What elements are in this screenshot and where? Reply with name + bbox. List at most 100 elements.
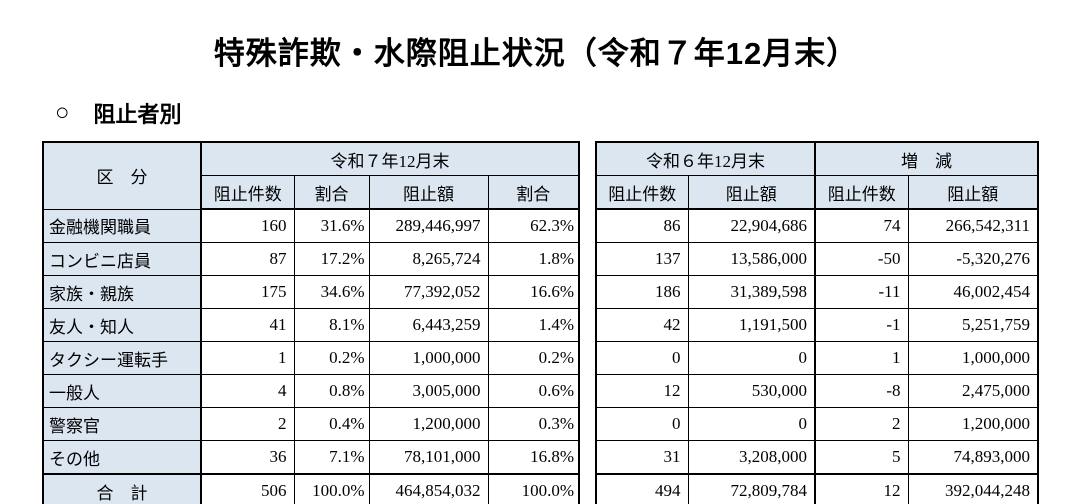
cell-prev-amount: 0 — [687, 407, 816, 441]
cell-case-pct: 0.2% — [293, 341, 370, 375]
total-label: 合 計 — [42, 473, 202, 504]
group-header-reiwa7: 令和７年12月末 — [200, 141, 580, 176]
cell-diff-amount: 74,893,000 — [907, 440, 1039, 475]
group-header-diff: 増 減 — [814, 141, 1039, 176]
total-row: 合 計 506 100.0% 464,854,032 100.0% — [42, 473, 580, 504]
cell-diff-cases: 74 — [814, 208, 909, 243]
cell-diff-amount: 5,251,759 — [907, 308, 1039, 342]
cell-amount-pct: 16.8% — [487, 440, 580, 475]
column-header-row: 阻止件数 阻止額 阻止件数 阻止額 — [595, 175, 1039, 210]
table-row: 家族・親族 175 34.6% 77,392,052 16.6% — [42, 275, 580, 309]
cell-amount-pct: 0.6% — [487, 374, 580, 408]
cell-diff-cases: -11 — [814, 275, 909, 309]
table-row: 12 530,000 -8 2,475,000 — [595, 374, 1039, 408]
cell-prev-cases-total: 494 — [595, 473, 689, 504]
table-row: 31 3,208,000 5 74,893,000 — [595, 440, 1039, 475]
cell-prev-cases: 12 — [595, 374, 689, 408]
cell-amount-pct: 1.8% — [487, 242, 580, 276]
col-header-amount-pct: 割合 — [487, 175, 580, 210]
cell-amount-pct: 16.6% — [487, 275, 580, 309]
cell-prev-cases: 31 — [595, 440, 689, 475]
page-title: 特殊詐欺・水際阻止状況（令和７年12月末） — [213, 36, 859, 71]
table-row: タクシー運転手 1 0.2% 1,000,000 0.2% — [42, 341, 580, 375]
cell-case-pct: 34.6% — [293, 275, 370, 309]
table-row: 警察官 2 0.4% 1,200,000 0.3% — [42, 407, 580, 441]
table-row: 0 0 2 1,200,000 — [595, 407, 1039, 441]
cell-prev-cases: 86 — [595, 208, 689, 243]
cell-diff-cases: 1 — [814, 341, 909, 375]
cell-diff-cases: -1 — [814, 308, 909, 342]
cell-prev-amount: 13,586,000 — [687, 242, 816, 276]
cell-prev-amount-total: 72,809,784 — [687, 473, 816, 504]
cell-case-pct: 8.1% — [293, 308, 370, 342]
section-label: 阻止者別 — [93, 102, 182, 127]
cell-diff-cases: -8 — [814, 374, 909, 408]
cell-amount-pct-total: 100.0% — [487, 473, 580, 504]
cell-amount-pct: 0.3% — [487, 407, 580, 441]
table-row: その他 36 7.1% 78,101,000 16.8% — [42, 440, 580, 475]
cell-amount: 3,005,000 — [368, 374, 489, 408]
cell-cases: 160 — [200, 208, 295, 243]
circle-bullet-icon: ○ — [55, 99, 70, 126]
col-header-diff-cases: 阻止件数 — [814, 175, 909, 210]
cell-prev-cases: 42 — [595, 308, 689, 342]
row-label: タクシー運転手 — [42, 341, 202, 375]
cell-cases: 41 — [200, 308, 295, 342]
cell-diff-amount: 46,002,454 — [907, 275, 1039, 309]
comparison-table: 令和６年12月末 増 減 阻止件数 阻止額 阻止件数 阻止額 86 22,904… — [595, 141, 1039, 504]
cell-prev-amount: 22,904,686 — [687, 208, 816, 243]
cell-diff-amount: 1,200,000 — [907, 407, 1039, 441]
group-header-row: 令和６年12月末 増 減 — [595, 141, 1039, 176]
cell-prev-cases: 137 — [595, 242, 689, 276]
cell-diff-amount: -5,320,276 — [907, 242, 1039, 276]
cell-case-pct-total: 100.0% — [293, 473, 370, 504]
row-label: 友人・知人 — [42, 308, 202, 342]
table-row: 0 0 1 1,000,000 — [595, 341, 1039, 375]
cell-case-pct: 0.8% — [293, 374, 370, 408]
cell-cases: 36 — [200, 440, 295, 475]
cell-prev-cases: 0 — [595, 341, 689, 375]
cell-case-pct: 31.6% — [293, 208, 370, 243]
col-header-case-pct: 割合 — [293, 175, 370, 210]
cell-amount: 1,200,000 — [368, 407, 489, 441]
corner-header: 区 分 — [42, 141, 202, 210]
cell-case-pct: 17.2% — [293, 242, 370, 276]
document-page: 特殊詐欺・水際阻止状況（令和７年12月末） ○ 阻止者別 区 分 令和７年12月… — [0, 28, 1072, 504]
cell-prev-cases: 186 — [595, 275, 689, 309]
cell-diff-cases-total: 12 — [814, 473, 909, 504]
column-header-row: 阻止件数 割合 阻止額 割合 — [43, 175, 580, 210]
group-header-row: 区 分 令和７年12月末 — [42, 141, 580, 210]
table-row: 金融機関職員 160 31.6% 289,446,997 62.3% — [42, 208, 580, 243]
cell-diff-cases: -50 — [814, 242, 909, 276]
row-label: その他 — [42, 440, 202, 475]
col-header-prev-amount: 阻止額 — [687, 175, 816, 210]
cell-prev-amount: 0 — [687, 341, 816, 375]
cell-cases: 2 — [200, 407, 295, 441]
cell-diff-cases: 2 — [814, 407, 909, 441]
row-label: 一般人 — [42, 374, 202, 408]
cell-amount-pct: 0.2% — [487, 341, 580, 375]
cell-diff-cases: 5 — [814, 440, 909, 475]
col-header-cases: 阻止件数 — [200, 175, 295, 210]
col-header-diff-amount: 阻止額 — [907, 175, 1039, 210]
cell-diff-amount: 266,542,311 — [907, 208, 1039, 243]
table-row: 186 31,389,598 -11 46,002,454 — [595, 275, 1039, 309]
table-row: コンビニ店員 87 17.2% 8,265,724 1.8% — [42, 242, 580, 276]
section-heading: ○ 阻止者別 — [55, 97, 1072, 129]
cell-case-pct: 0.4% — [293, 407, 370, 441]
row-label: 警察官 — [42, 407, 202, 441]
cell-diff-amount: 2,475,000 — [907, 374, 1039, 408]
group-header-reiwa6: 令和６年12月末 — [595, 141, 816, 176]
cell-prev-amount: 31,389,598 — [687, 275, 816, 309]
cell-cases: 87 — [200, 242, 295, 276]
table-row: 友人・知人 41 8.1% 6,443,259 1.4% — [42, 308, 580, 342]
cell-prev-cases: 0 — [595, 407, 689, 441]
cell-cases-total: 506 — [200, 473, 295, 504]
col-header-prev-cases: 阻止件数 — [595, 175, 689, 210]
cell-amount: 289,446,997 — [368, 208, 489, 243]
table-row: 137 13,586,000 -50 -5,320,276 — [595, 242, 1039, 276]
cell-cases: 4 — [200, 374, 295, 408]
cell-prev-amount: 1,191,500 — [687, 308, 816, 342]
cell-amount: 1,000,000 — [368, 341, 489, 375]
cell-amount-pct: 1.4% — [487, 308, 580, 342]
